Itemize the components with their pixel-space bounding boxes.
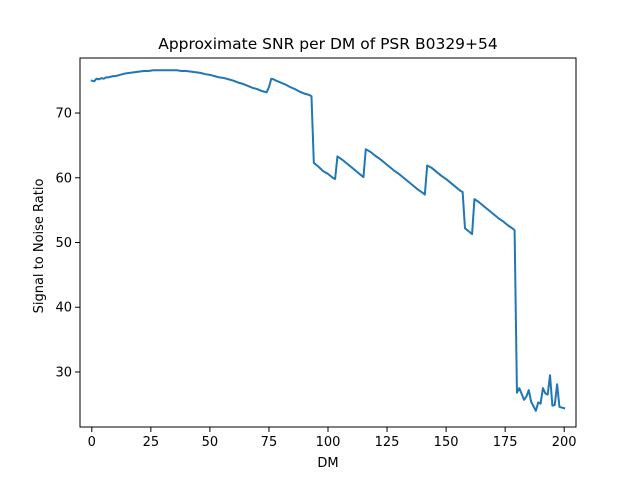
y-tick-label: 30 bbox=[55, 365, 72, 380]
x-tick-label: 25 bbox=[143, 435, 160, 450]
x-tick-label: 200 bbox=[552, 435, 577, 450]
x-tick-label: 150 bbox=[434, 435, 459, 450]
plot-area: 0 25 50 75 100 125 150 175 200 30 40 50 60 70 bbox=[55, 57, 577, 450]
x-axis-label: DM bbox=[317, 456, 338, 471]
x-tick-label: 75 bbox=[261, 435, 278, 450]
x-tick-label: 50 bbox=[202, 435, 219, 450]
y-tick-label: 50 bbox=[55, 236, 72, 251]
x-tick-label: 100 bbox=[316, 435, 341, 450]
y-tick-label: 70 bbox=[55, 107, 72, 122]
snr-series-line bbox=[90, 69, 566, 412]
y-axis-label: Signal to Noise Ratio bbox=[32, 179, 47, 314]
x-tick-label: 125 bbox=[375, 435, 400, 450]
y-tick-label: 40 bbox=[55, 301, 72, 316]
chart-title: Approximate SNR per DM of PSR B0329+54 bbox=[158, 35, 498, 53]
x-tick-label: 0 bbox=[88, 435, 96, 450]
y-tick-label: 60 bbox=[55, 171, 72, 186]
x-tick-label: 175 bbox=[493, 435, 518, 450]
